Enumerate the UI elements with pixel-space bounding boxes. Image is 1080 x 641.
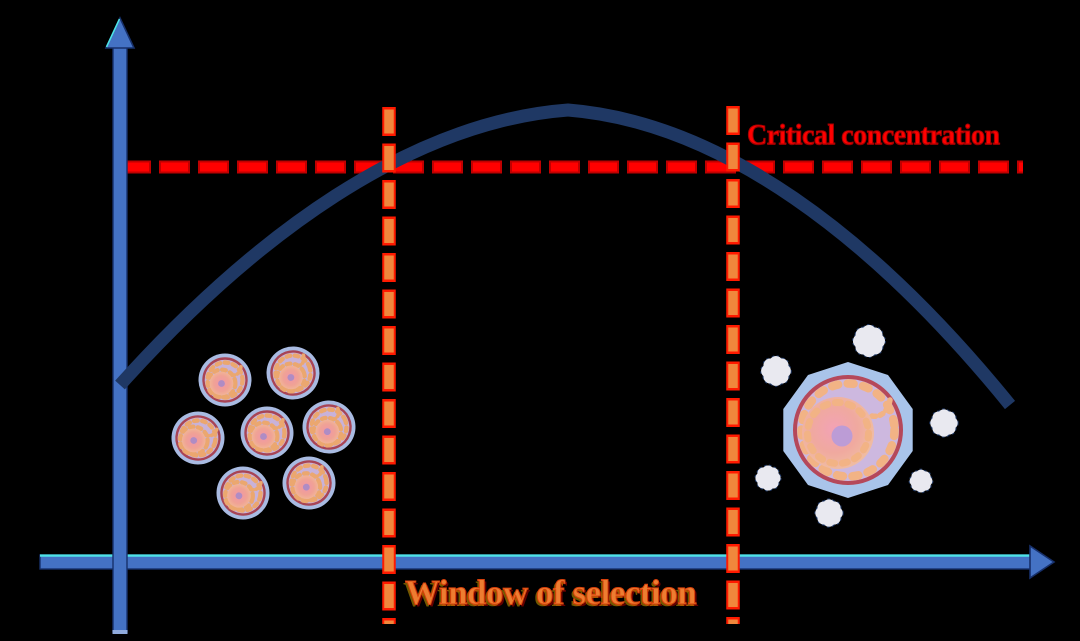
x-axis-arrow-icon	[1029, 544, 1056, 580]
cloud-icon	[908, 468, 934, 494]
window-of-selection-label: Window of selection	[404, 573, 697, 612]
cumulus-clouds	[754, 324, 959, 528]
follicle-cell-icon	[166, 406, 231, 471]
concentration-curve	[115, 103, 1016, 410]
x-axis	[39, 544, 1056, 580]
large-follicle-cell-icon	[783, 362, 913, 498]
cloud-icon	[852, 324, 886, 358]
follicle-cell-icon	[259, 339, 327, 407]
small-cell-cluster	[166, 339, 365, 524]
cloud-icon	[814, 498, 844, 528]
follicle-cell-icon	[294, 392, 364, 462]
critical-concentration-label: Critical concentration	[747, 120, 1001, 151]
follicle-cell-icon	[278, 452, 341, 515]
y-axis	[104, 16, 136, 634]
y-axis-arrow-icon	[104, 16, 136, 49]
follicle-cell-icon	[212, 462, 273, 523]
follicle-cell-icon	[241, 407, 294, 460]
cloud-icon	[760, 355, 792, 387]
follicle-cell-icon	[199, 354, 252, 407]
cloud-icon	[754, 464, 782, 492]
cloud-icon	[929, 408, 959, 438]
